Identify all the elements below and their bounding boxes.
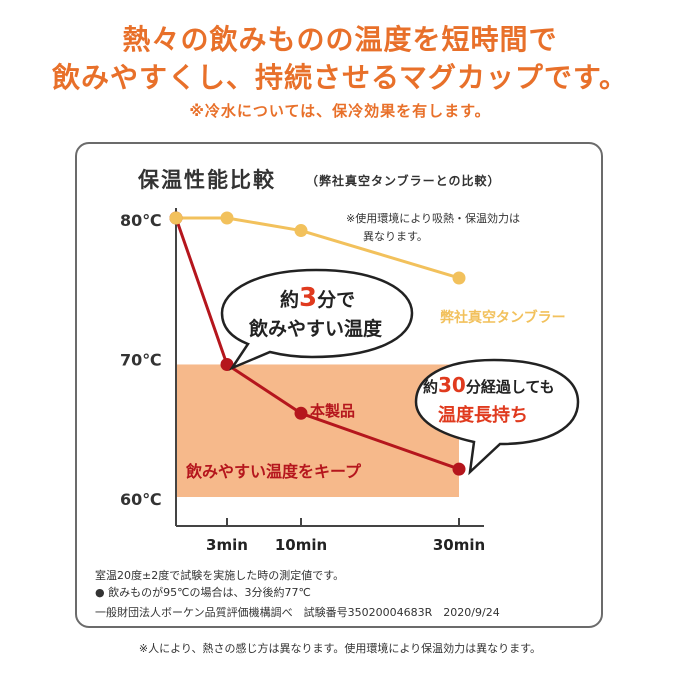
- headline-line-2: 飲みやすくし、持続させるマグカップです。: [51, 61, 629, 94]
- bottom-note: ※人により、熱さの感じ方は異なります。使用環境により保温効力は異なります。: [138, 642, 542, 655]
- series-label-tumbler: 弊社真空タンブラー: [440, 309, 566, 326]
- speech-bubble-30min: [414, 358, 580, 476]
- data-point-series-2: [294, 224, 308, 238]
- usage-note: 異なります。: [363, 230, 428, 243]
- bubble-text-3min: 約3分で: [280, 283, 355, 313]
- bubble-text-30min-line2: 温度長持ち: [438, 404, 528, 426]
- x-tick-label: 10min: [275, 536, 327, 554]
- usage-note: ※使用環境により吸熱・保温効力は: [346, 211, 520, 225]
- footnote-room-temp: 室温20度±2度で試験を実施した時の測定値です。: [95, 569, 345, 582]
- headline-line-1: 熱々の飲みものの温度を短時間で: [122, 23, 558, 56]
- data-point-series-1: [452, 462, 466, 476]
- x-tick-label: 3min: [206, 536, 248, 554]
- data-point-series-1: [294, 406, 308, 420]
- footnote-95c: ● 飲みものが95℃の場合は、3分後約77℃: [95, 586, 311, 599]
- cold-water-note: ※冷水については、保冷効果を有します。: [189, 102, 491, 120]
- bubble-text-30min: 約30分経過しても: [423, 373, 555, 397]
- data-point-series-2: [220, 211, 234, 225]
- bubble-text-3min-line2: 飲みやすい温度: [248, 317, 383, 340]
- series-label-product: 本製品: [310, 402, 355, 420]
- band-label: 飲みやすい温度をキープ: [185, 462, 362, 481]
- y-tick-label: 60℃: [120, 490, 162, 509]
- speech-bubble-3min: [220, 268, 414, 371]
- x-tick-label: 30min: [433, 536, 485, 554]
- data-point-series-2: [169, 211, 183, 225]
- y-tick-label: 80℃: [120, 211, 162, 230]
- series-line-2: [176, 216, 460, 280]
- comfortable-temp-band: [176, 364, 459, 497]
- data-point-series-2: [452, 271, 466, 285]
- chart-subtitle: （弊社真空タンブラーとの比較）: [306, 174, 501, 188]
- y-tick-label: 70℃: [120, 351, 162, 370]
- data-point-series-1: [220, 357, 234, 371]
- chart-title: 保温性能比較: [138, 168, 276, 192]
- series-line-1: [174, 217, 460, 471]
- footnote-test-source: 一般財団法人ボーケン品質評価機構調べ 試験番号35020004683R 2020…: [95, 606, 500, 619]
